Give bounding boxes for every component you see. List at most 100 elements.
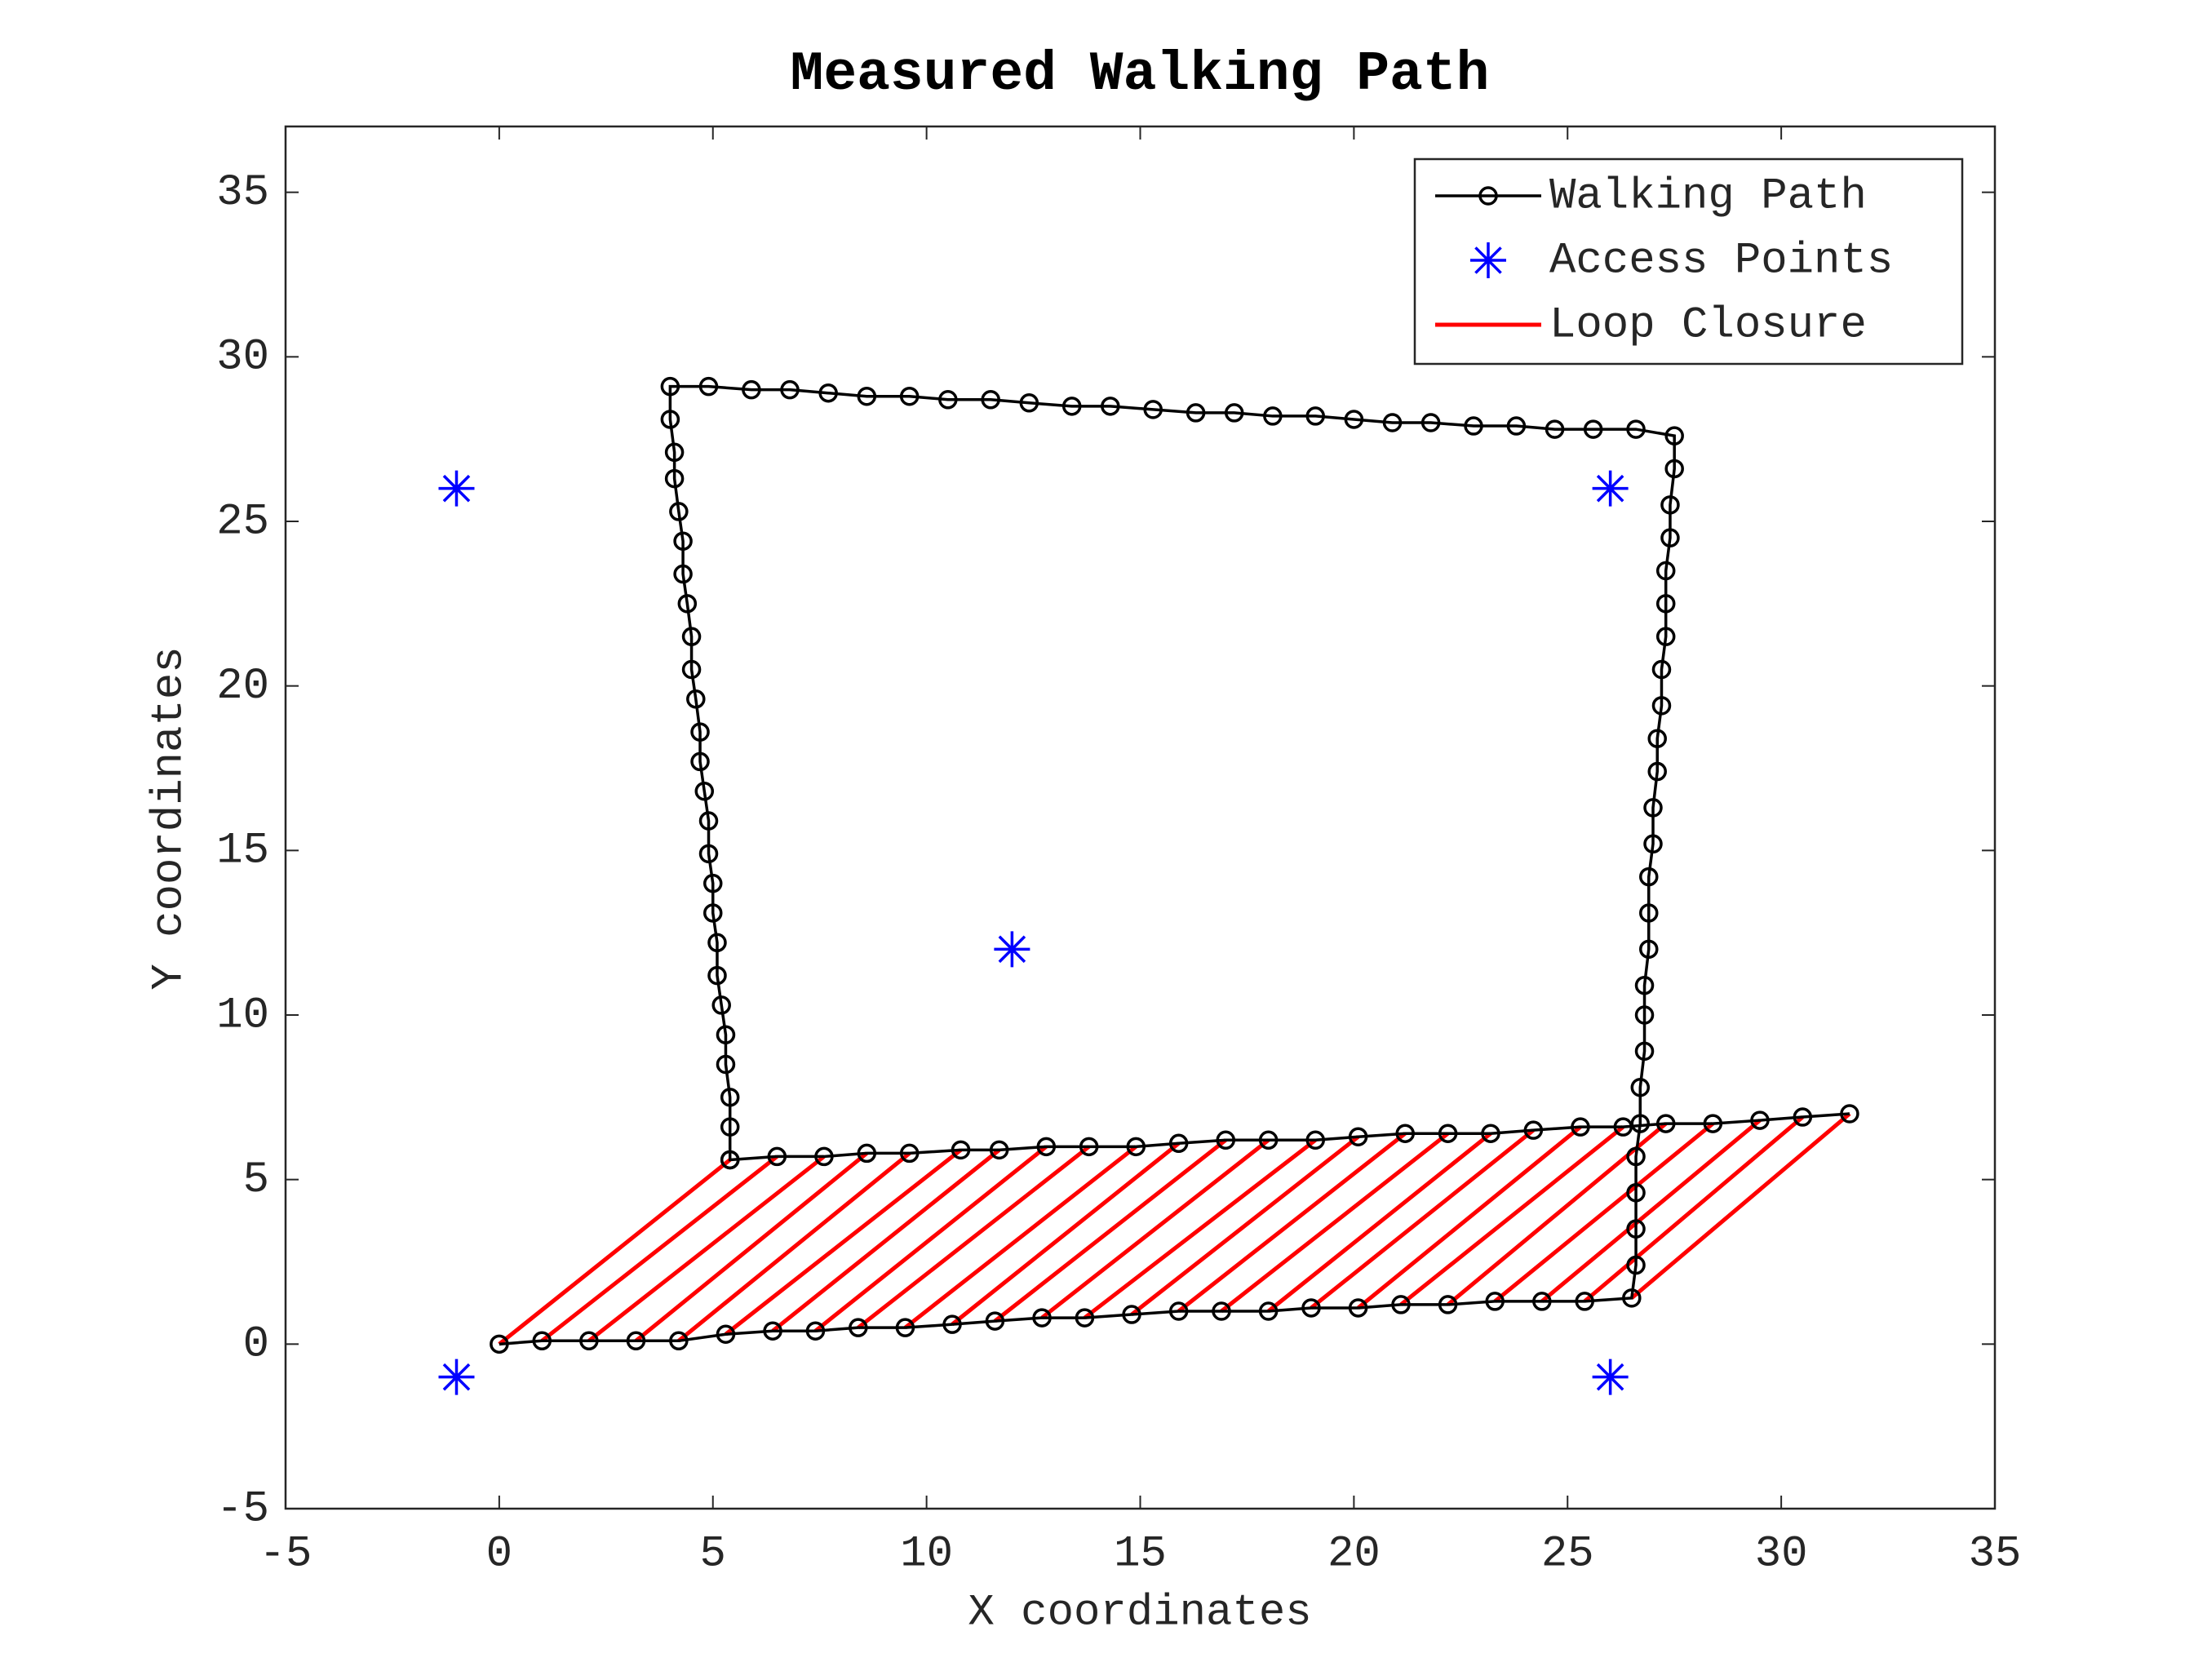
- walking-path-marker: [1655, 561, 1676, 581]
- walking-path-marker: [698, 376, 719, 397]
- walking-path-marker: [1647, 729, 1667, 748]
- walking-path-marker: [1626, 419, 1646, 439]
- walking-path-marker: [857, 386, 877, 406]
- walking-path-marker: [698, 811, 719, 831]
- walking-path-marker: [626, 1331, 646, 1351]
- loop-closure-line: [813, 1145, 1048, 1333]
- walking-path-marker: [1258, 1130, 1279, 1150]
- walking-path-marker: [1485, 1292, 1505, 1311]
- walking-path-marker: [818, 383, 838, 403]
- loop-closure-line: [1130, 1135, 1360, 1317]
- walking-path-marker: [1613, 1117, 1633, 1137]
- walking-path-marker: [1143, 400, 1163, 419]
- walking-path-marker: [1840, 1104, 1859, 1124]
- axes-box: [284, 125, 1997, 1510]
- walking-path-marker: [698, 844, 719, 864]
- walking-path-marker: [681, 627, 702, 646]
- walking-path-marker: [669, 502, 689, 521]
- walking-path-marker: [1626, 1255, 1646, 1275]
- walking-path-marker: [763, 1321, 782, 1341]
- x-tick-label: 5: [700, 1529, 726, 1579]
- walking-path-marker: [686, 689, 706, 709]
- x-tick-label: 30: [1755, 1529, 1808, 1579]
- walking-path-marker: [1168, 1133, 1189, 1154]
- walking-path-marker: [1212, 1301, 1231, 1321]
- walking-path-marker: [579, 1331, 599, 1351]
- walking-path-marker: [1660, 495, 1680, 515]
- loop-closure-line: [1177, 1132, 1407, 1313]
- walking-path-marker: [703, 903, 723, 923]
- walking-path-marker: [1655, 1114, 1676, 1133]
- walking-path-marker: [1651, 696, 1672, 716]
- walking-path-marker: [805, 1321, 826, 1341]
- x-tick-label: 25: [1541, 1529, 1594, 1579]
- access-point-marker: [438, 470, 475, 507]
- walking-path-marker: [1639, 939, 1659, 960]
- walking-path-marker: [673, 564, 693, 584]
- loop-closure-line: [1493, 1122, 1714, 1303]
- access-point-marker: [1592, 470, 1629, 507]
- walking-path-marker: [1639, 867, 1659, 887]
- walking-path-marker: [1545, 419, 1565, 439]
- y-tick-label: 5: [243, 1155, 269, 1205]
- walking-path-marker: [664, 468, 685, 489]
- walking-path-marker: [669, 1331, 689, 1351]
- loop-closure-line: [1267, 1132, 1492, 1313]
- walking-path-marker: [1305, 406, 1325, 426]
- y-tick-label: 25: [216, 497, 269, 547]
- walking-path-marker: [1523, 1120, 1544, 1140]
- loop-closure-line: [540, 1155, 778, 1343]
- y-tick-label: 15: [216, 827, 269, 876]
- loop-closure-line: [771, 1148, 1001, 1333]
- walking-path-marker: [1263, 406, 1283, 426]
- loop-closure-line: [498, 1158, 732, 1346]
- walking-path-marker: [981, 390, 1000, 410]
- walking-path-marker: [1655, 627, 1676, 646]
- walking-path-marker: [673, 531, 693, 551]
- loop-closure-line: [1540, 1119, 1762, 1303]
- walking-path-marker: [664, 442, 685, 463]
- walking-path-marker: [690, 722, 710, 742]
- walking-path-marker: [742, 379, 761, 400]
- walking-path-marker: [707, 933, 727, 953]
- loop-closure-line: [951, 1141, 1181, 1327]
- walking-path-marker: [716, 1025, 736, 1044]
- walking-path-marker: [1626, 1183, 1646, 1203]
- walking-path-marker: [1634, 975, 1655, 995]
- legend-label: Loop Closure: [1549, 300, 1867, 350]
- walking-path-marker: [1305, 1130, 1325, 1150]
- legend-swatch-marker: [1470, 242, 1506, 278]
- walking-path-marker: [1532, 1292, 1552, 1311]
- chart-title: Measured Walking Path: [791, 43, 1490, 106]
- walking-path-marker: [1216, 1130, 1235, 1150]
- loop-closure-line: [1310, 1128, 1535, 1310]
- x-tick-label: 15: [1114, 1529, 1167, 1579]
- loop-closure-line: [1220, 1132, 1450, 1313]
- walking-path-line: [499, 384, 1850, 1346]
- walking-path-marker: [720, 1117, 740, 1137]
- x-tick-label: 20: [1327, 1529, 1381, 1579]
- walking-path-marker: [1438, 1124, 1458, 1143]
- walking-path-marker: [681, 659, 702, 680]
- access-point-marker: [1592, 1359, 1629, 1395]
- walking-path-marker: [1481, 1124, 1500, 1143]
- loop-closure-line: [1583, 1115, 1804, 1303]
- walking-path-marker: [1019, 393, 1039, 413]
- y-tick-label: 20: [216, 662, 269, 711]
- walking-path-marker: [985, 1311, 1005, 1331]
- walking-path-marker: [1626, 1146, 1646, 1167]
- walking-path-marker: [677, 594, 698, 614]
- walking-path-marker: [849, 1318, 868, 1337]
- walking-path-marker: [1061, 397, 1082, 416]
- walking-path-marker: [1382, 413, 1403, 432]
- walking-path-marker: [1634, 1005, 1655, 1025]
- y-axis-label: Y coordinates: [144, 646, 194, 990]
- walking-path-marker: [716, 1054, 736, 1075]
- access-point-marker: [438, 1359, 475, 1395]
- x-axis-label: X coordinates: [968, 1588, 1311, 1638]
- walking-path-marker: [1506, 416, 1527, 436]
- walking-path-marker: [1630, 1077, 1651, 1097]
- walking-path-marker: [1793, 1107, 1813, 1127]
